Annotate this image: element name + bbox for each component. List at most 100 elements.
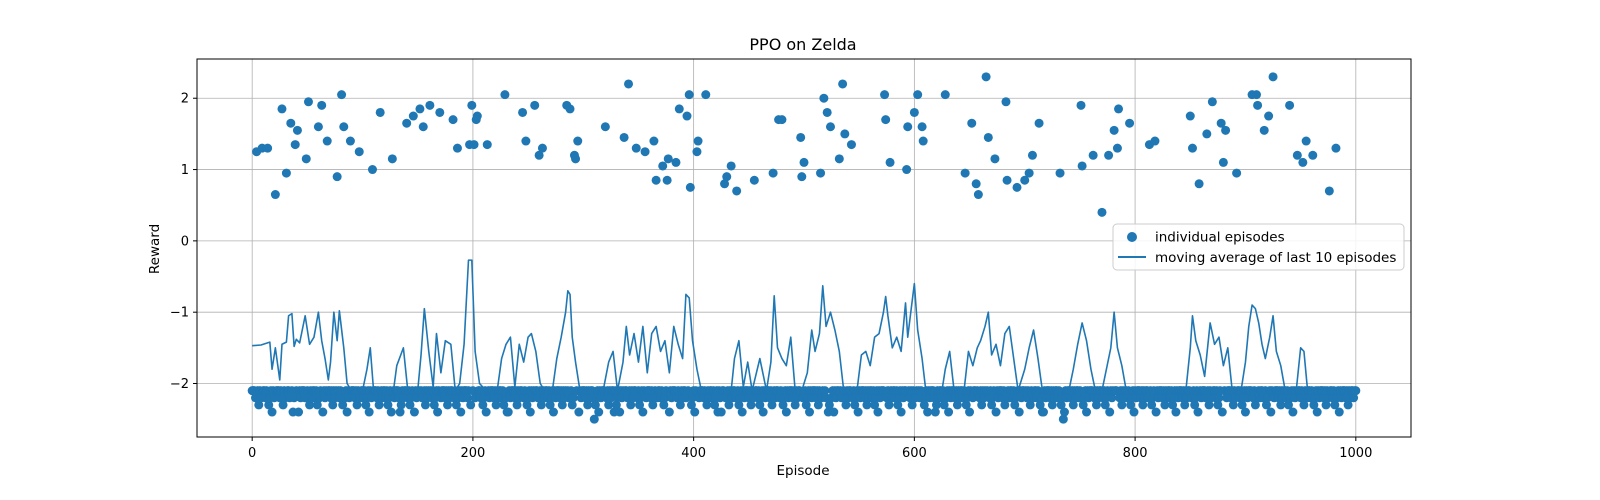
episode-point [931,400,941,410]
episode-point [626,400,636,410]
episode-point [1214,393,1224,403]
episode-point [820,386,830,396]
episode-point [467,100,477,110]
episode-point [875,393,885,403]
episode-point [824,400,834,410]
episode-point [1349,393,1359,403]
episode-point [1253,100,1263,110]
episode-point [1266,407,1276,417]
episode-point [589,414,599,424]
episode-point [545,400,555,410]
episode-point [840,129,850,139]
episode-point [1202,129,1212,139]
episode-point [1217,407,1227,417]
episode-point [930,407,940,417]
episode-point [797,172,807,182]
episode-point [885,157,895,167]
episode-point [944,407,954,417]
episode-point [345,136,355,146]
episode-point [1010,400,1020,410]
episode-point [537,143,547,153]
episode-point [270,190,280,200]
episode-point [749,175,759,185]
episode-point [939,400,949,410]
episode-point [1038,407,1048,417]
episode-point [917,122,927,132]
episode-point [805,407,815,417]
episode-point [1076,100,1086,110]
y-tick-label: −2 [170,377,189,392]
episode-point [1125,118,1135,128]
episode-point [1207,97,1217,107]
episode-point [1180,400,1190,410]
episode-point [693,136,703,146]
episode-point [649,136,659,146]
episode-point [898,393,908,403]
episode-point [1138,400,1148,410]
episode-point [664,407,674,417]
y-tick-label: 0 [181,234,189,249]
episode-point [583,400,593,410]
episode-point [919,400,929,410]
episode-point [737,407,747,417]
episode-point [660,393,670,403]
episode-point [1117,400,1127,410]
episode-point [478,400,488,410]
episode-point [500,90,510,100]
episode-point [710,400,720,410]
episode-point [1228,400,1238,410]
episode-point [1104,150,1114,160]
episode-point [1237,400,1247,410]
episode-point [685,182,695,192]
episode-point [1059,407,1069,417]
scatter-layer [247,72,1361,424]
chart-title: PPO on Zelda [749,35,856,54]
episode-point [1213,400,1223,410]
episode-point [386,407,396,417]
episode-point [1082,407,1092,417]
x-tick-label: 600 [902,446,927,461]
episode-point [1033,386,1043,396]
episode-point [590,400,600,410]
episode-point [971,179,981,189]
episode-point [1047,400,1057,410]
x-tick-label: 400 [681,446,706,461]
episode-point [881,115,891,125]
episode-point [991,407,1001,417]
episode-point [456,407,466,417]
episode-point [692,147,702,157]
episode-point [294,407,304,417]
episode-point [720,179,730,189]
episode-point [973,190,983,200]
episode-point [981,72,991,82]
plot-frame [196,58,1412,438]
x-tick-label: 200 [460,446,485,461]
x-tick-label: 0 [248,446,256,461]
episode-point [409,407,419,417]
episode-point [651,175,661,185]
episode-point [364,407,374,417]
episode-point [640,147,650,157]
episode-point [674,104,684,114]
episode-point [1001,97,1011,107]
episode-point [512,400,522,410]
episode-point [1168,400,1178,410]
episode-point [312,400,322,410]
y-tick-label: 2 [181,92,189,107]
episode-point [701,90,711,100]
episode-point [342,407,352,417]
episode-point [675,400,685,410]
episode-point [1301,136,1311,146]
episode-point [968,393,978,403]
episode-point [254,400,264,410]
episode-point [790,400,800,410]
episode-point [646,393,656,403]
episode-point [777,115,787,125]
episode-point [451,400,461,410]
episode-point [734,400,744,410]
episode-point [1002,175,1012,185]
episode-point [1105,407,1115,417]
episode-point [1147,400,1157,410]
episode-point [1077,161,1087,171]
episode-point [374,400,384,410]
